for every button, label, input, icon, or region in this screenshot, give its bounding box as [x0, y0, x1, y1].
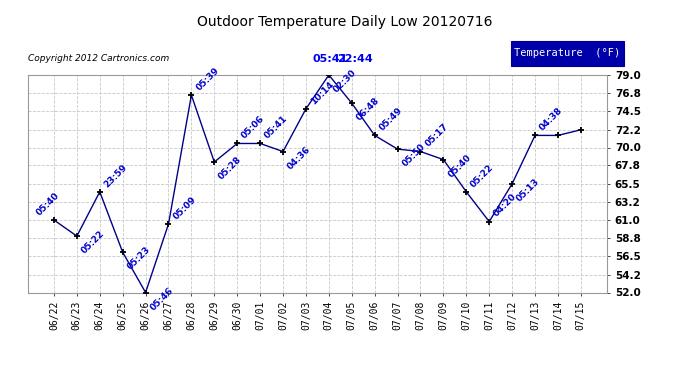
Text: 05:41: 05:41: [263, 114, 290, 141]
Text: 05:50: 05:50: [400, 142, 427, 168]
Text: 02:30: 02:30: [332, 68, 358, 94]
Text: 05:22: 05:22: [79, 229, 106, 255]
Text: 05:39: 05:39: [194, 66, 221, 92]
Text: 05:40: 05:40: [446, 153, 473, 179]
Text: 22:44: 22:44: [337, 54, 373, 64]
Text: 04:36: 04:36: [286, 144, 313, 171]
Text: 06:48: 06:48: [355, 96, 381, 123]
Text: 05:28: 05:28: [217, 155, 244, 182]
Text: Temperature  (°F): Temperature (°F): [515, 48, 620, 58]
Text: 05:13: 05:13: [515, 177, 542, 203]
Text: Outdoor Temperature Daily Low 20120716: Outdoor Temperature Daily Low 20120716: [197, 15, 493, 29]
Text: 05:22: 05:22: [469, 162, 495, 189]
Text: 05:09: 05:09: [171, 195, 198, 221]
Text: 04:38: 04:38: [538, 106, 564, 133]
Text: 05:06: 05:06: [240, 114, 266, 141]
Text: 10:14: 10:14: [308, 80, 335, 106]
Text: 05:41: 05:41: [313, 54, 348, 64]
Text: 23:59: 23:59: [103, 162, 129, 189]
Text: 05:49: 05:49: [377, 106, 404, 133]
Text: 05:23: 05:23: [126, 245, 152, 272]
Text: 05:17: 05:17: [423, 122, 450, 149]
Text: Copyright 2012 Cartronics.com: Copyright 2012 Cartronics.com: [28, 54, 169, 63]
Text: 05:46: 05:46: [148, 285, 175, 312]
Text: 04:20: 04:20: [492, 192, 518, 219]
Text: 05:40: 05:40: [34, 191, 61, 217]
